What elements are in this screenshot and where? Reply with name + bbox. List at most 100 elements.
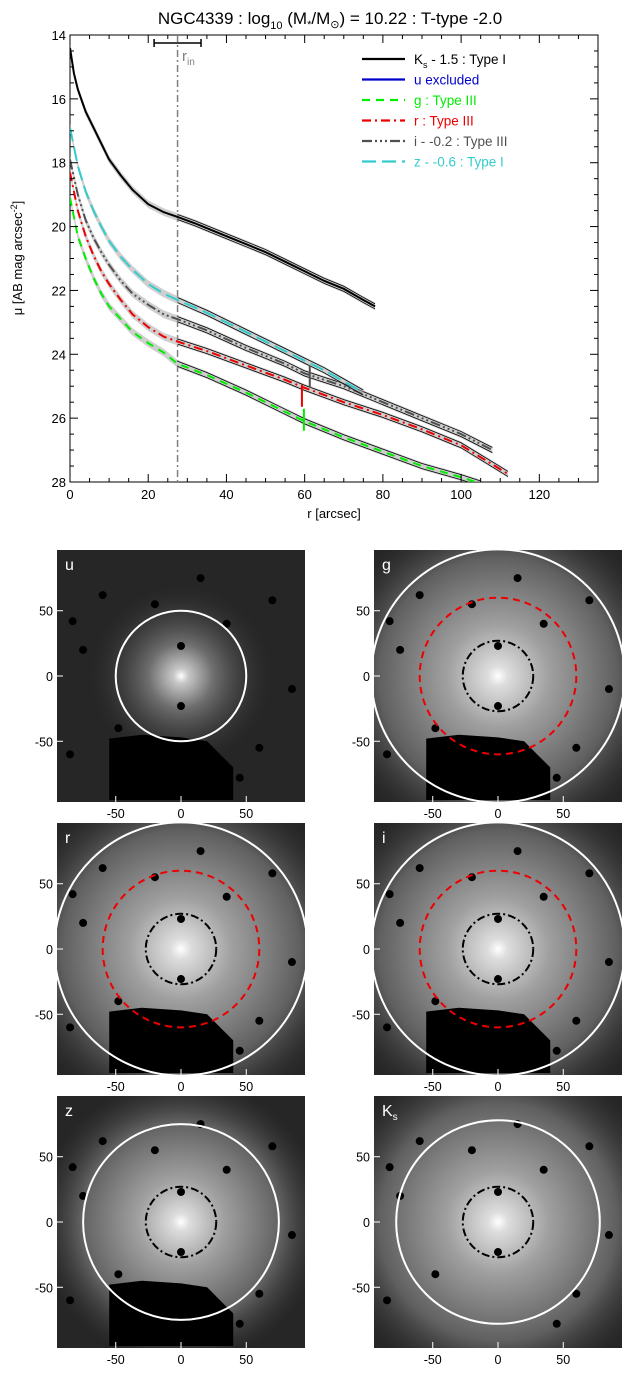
masked-star: [552, 1046, 561, 1055]
x-tick-label: 80: [376, 487, 390, 502]
panel-x-tick-label: 50: [239, 807, 253, 821]
panel-y-tick-label: 50: [356, 1151, 370, 1165]
chart-title: NGC4339 : log10 (M*/M⊙) = 10.22 : T-type…: [158, 9, 502, 32]
masked-star: [66, 750, 75, 759]
masked-star: [552, 1319, 561, 1328]
masked-star: [255, 1289, 264, 1298]
series-ks-line: [70, 47, 376, 308]
masked-star: [494, 702, 502, 711]
masked-star: [114, 724, 123, 733]
panel-label: g: [382, 557, 391, 574]
masked-star: [66, 1023, 75, 1032]
masked-star: [196, 847, 205, 856]
legend-label-u: u excluded: [414, 73, 479, 88]
panel-y-tick-label: -50: [352, 735, 370, 749]
masked-star: [177, 1187, 185, 1196]
panel-x-tick-label: 50: [239, 1080, 253, 1094]
masked-star: [268, 869, 277, 878]
masked-star: [222, 892, 231, 901]
panel-label: Ks: [382, 1103, 398, 1123]
series-i-line: [70, 159, 493, 451]
panel-x-tick-label: 0: [495, 1080, 502, 1094]
outer-ellipse: [114, 609, 248, 743]
masked-star: [396, 918, 405, 927]
panel-x-tick-label: 50: [556, 1353, 570, 1367]
image-panel-ks: Ks -50 0 50 50 0 -50: [352, 1096, 622, 1367]
masked-star: [494, 1248, 502, 1257]
series-r-line: [70, 172, 509, 475]
masked-star: [79, 645, 88, 654]
masked-star: [604, 1231, 613, 1240]
plot-axes: 0 20 40 60 80 100 120 14 16 18 20 22 24 26 28: [52, 28, 598, 502]
panel-y-tick-label: 0: [363, 670, 370, 684]
series-g-fit: [177, 360, 481, 482]
masked-star: [150, 600, 159, 609]
masked-star: [68, 890, 77, 899]
x-tick-label: 40: [219, 487, 233, 502]
masked-star: [177, 914, 185, 923]
panel-x-tick-label: -50: [424, 1080, 442, 1094]
masked-star: [177, 641, 185, 650]
legend: Ks - 1.5 : Type I u excluded g : Type III r…: [362, 52, 508, 170]
panel-x-tick-label: -50: [424, 807, 442, 821]
masked-star: [114, 1270, 123, 1279]
panel-x-tick-label: -50: [107, 1080, 125, 1094]
r-in-label: rin: [182, 48, 195, 68]
series-g-fit: [177, 366, 470, 482]
panel-y-tick-label: 50: [39, 878, 53, 892]
y-tick-label: 28: [52, 475, 66, 490]
series-ks-fit: [177, 219, 376, 310]
y-axis-label: μ [AB mag arcsec-2]: [9, 201, 25, 316]
masked-star: [255, 743, 264, 752]
masked-star: [494, 975, 502, 984]
plot-marks: [70, 35, 509, 482]
masked-star: [177, 1248, 185, 1257]
masked-star: [431, 997, 440, 1006]
panel-y-tick-label: -50: [35, 1008, 53, 1022]
masked-star: [539, 892, 548, 901]
masked-star: [287, 685, 296, 694]
panel-y-tick-label: 50: [39, 1151, 53, 1165]
masked-star: [235, 773, 244, 782]
panel-x-tick-label: -50: [424, 1353, 442, 1367]
masked-star: [68, 1163, 77, 1172]
masked-star: [114, 997, 123, 1006]
panel-x-tick-label: 50: [239, 1353, 253, 1367]
masked-star: [98, 864, 107, 873]
masked-star: [467, 1146, 476, 1155]
masked-star: [177, 975, 185, 984]
panel-y-tick-label: 0: [46, 670, 53, 684]
masked-star: [572, 1289, 581, 1298]
series-ks-fit: [177, 214, 376, 305]
panel-y-tick-label: 50: [356, 605, 370, 619]
series-r-fit: [177, 338, 509, 472]
masked-star: [66, 1296, 75, 1305]
inner-ellipse: [461, 1185, 535, 1259]
panel-y-tick-label: 50: [356, 878, 370, 892]
masked-star: [539, 619, 548, 628]
masked-star: [415, 1137, 424, 1146]
x-tick-label: 120: [528, 487, 550, 502]
masked-star: [385, 617, 394, 626]
masked-star: [222, 1165, 231, 1174]
image-panel-i: i -50 0 50 50 0 -50: [352, 823, 622, 1094]
x-tick-label: 20: [141, 487, 155, 502]
panel-y-tick-label: 50: [39, 605, 53, 619]
panel-y-tick-label: -50: [35, 735, 53, 749]
masked-star: [513, 574, 522, 583]
x-tick-label: 60: [297, 487, 311, 502]
panel-label: z: [65, 1103, 73, 1120]
series-r-band: [70, 168, 509, 478]
masked-star: [68, 617, 77, 626]
x-tick-label: 0: [66, 487, 73, 502]
panel-x-tick-label: 0: [178, 1080, 185, 1094]
bad-region-mask: [109, 1280, 234, 1346]
panel-x-tick-label: 50: [556, 1080, 570, 1094]
break-ellipse: [418, 869, 578, 1029]
masked-star: [396, 645, 405, 654]
masked-star: [415, 591, 424, 600]
panel-x-tick-label: 0: [495, 1353, 502, 1367]
inner-ellipse: [461, 639, 535, 713]
